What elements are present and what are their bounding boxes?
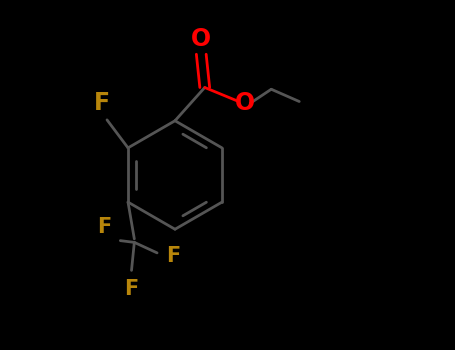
Text: O: O [191,27,211,51]
Text: F: F [94,91,110,115]
Text: F: F [124,279,139,299]
Text: F: F [166,246,180,266]
Text: F: F [97,217,111,237]
Text: O: O [235,91,255,115]
